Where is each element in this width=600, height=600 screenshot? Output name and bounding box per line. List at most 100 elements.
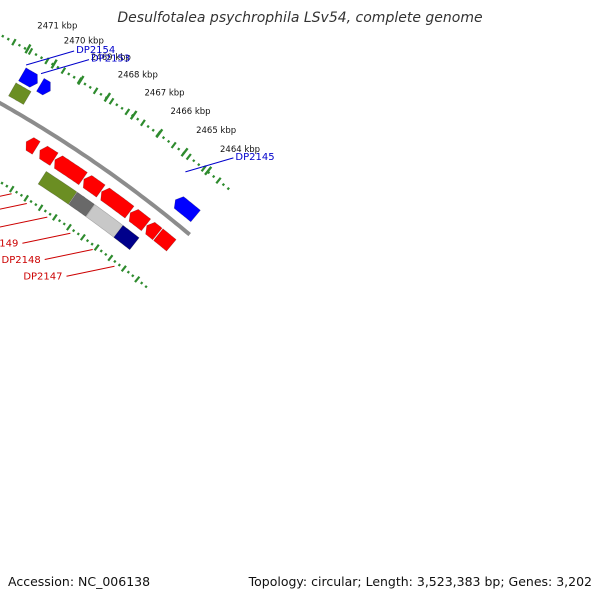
gene-feature-block <box>113 224 140 251</box>
ring-dot-mark <box>151 128 155 132</box>
ring-dot-mark <box>192 159 196 163</box>
kbp-tick-label: 2469 kbp <box>91 53 131 63</box>
ring-dot-mark <box>197 163 201 167</box>
ring-dot-mark <box>51 213 58 221</box>
kbp-tick <box>155 128 164 139</box>
gene-leader-line <box>0 203 27 210</box>
ring-dot-mark <box>99 92 103 96</box>
gene-label-reverse: DP2148 <box>2 255 41 266</box>
gene-label-forward: DP2145 <box>235 152 274 163</box>
ring-dot-mark <box>0 181 4 185</box>
gene-feature-block <box>39 145 59 166</box>
gene-leader-line <box>22 232 71 244</box>
ring-dot-mark <box>29 199 33 204</box>
gene-leader-line <box>0 193 12 197</box>
kbp-tick-label: 2470 kbp <box>64 37 104 47</box>
ring-dot-mark <box>79 233 86 241</box>
gene-leader-line <box>66 265 115 277</box>
ring-dot-mark <box>200 165 207 172</box>
ring-dot-mark <box>37 204 44 212</box>
gene-leader-line <box>40 59 90 75</box>
ring-dot-mark <box>60 67 67 75</box>
ring-dot-mark <box>56 65 60 69</box>
gene-feature-block <box>8 82 32 105</box>
ring-dot-mark <box>17 43 21 47</box>
gene-label-forward: DP2153 <box>91 54 130 65</box>
kbp-tick <box>103 92 112 103</box>
ring-dot-mark <box>140 281 144 285</box>
kbp-tick <box>50 59 58 69</box>
ring-dot-mark <box>117 263 121 267</box>
ring-dot-mark <box>8 185 15 193</box>
kbp-tick <box>204 166 213 176</box>
ring-dot-mark <box>139 119 146 127</box>
kbp-tick-label: 2465 kbp <box>196 126 236 136</box>
kbp-tick-label: 2466 kbp <box>171 107 211 117</box>
ring-dot-mark <box>48 212 52 216</box>
ring-dot-mark <box>93 244 100 251</box>
ring-dot-mark <box>5 184 9 188</box>
ring-dot-mark <box>34 52 38 57</box>
ring-dot-mark <box>221 182 226 187</box>
kbp-tick-label: 2464 kbp <box>220 145 260 155</box>
ring-dot-mark <box>88 85 92 89</box>
kbp-tick <box>180 147 189 157</box>
ring-dot-mark <box>108 97 115 105</box>
ring-dot-mark <box>66 223 72 231</box>
kbp-tick <box>24 43 32 54</box>
gene-leader-line <box>185 157 234 173</box>
ring-dot-mark <box>144 285 148 289</box>
ring-dot-mark <box>23 46 27 50</box>
ring-dot-mark <box>120 265 127 272</box>
ring-dot-mark <box>215 177 222 184</box>
ring-dot-mark <box>92 87 99 95</box>
gene-feature-block <box>82 175 106 198</box>
ring-dot-mark <box>50 62 55 66</box>
ring-dot-mark <box>207 170 211 175</box>
gene-feature-block <box>173 196 201 223</box>
ring-dot-mark <box>177 147 181 151</box>
accession-text: Accession: NC_006138 <box>8 574 150 589</box>
kbp-tick-label: 2468 kbp <box>118 70 158 80</box>
gene-leader-line <box>0 216 48 228</box>
kbp-tick <box>129 110 138 120</box>
ring-dot-mark <box>43 209 47 213</box>
ring-dot-mark <box>226 186 230 191</box>
gene-feature-block <box>128 209 152 232</box>
gene-leader-line <box>25 50 75 66</box>
ring-dot-mark <box>107 254 114 262</box>
kbp-tick-label: 2467 kbp <box>145 89 185 99</box>
ring-dot-mark <box>34 203 38 207</box>
ring-dot-mark <box>99 249 103 253</box>
ring-dot-mark <box>113 259 117 264</box>
ring-dot-mark <box>57 219 62 223</box>
gene-feature-block <box>54 155 88 186</box>
gene-feature-block <box>18 67 38 88</box>
gene-label-forward: DP2154 <box>76 45 115 56</box>
kbp-tick <box>77 75 85 86</box>
genome-summary-text: Topology: circular; Length: 3,523,383 bp… <box>248 574 592 589</box>
tick-layer: 2471 kbp 2470 kbp 2469 kbp 2468 kbp 2467 kbp… <box>0 21 260 289</box>
ring-dot-mark <box>185 153 192 161</box>
gene-label-reverse: DP2147 <box>23 272 62 283</box>
ring-dot-mark <box>115 103 119 107</box>
ring-dot-mark <box>62 222 66 226</box>
gene-label-reverse: DP2149 <box>0 239 18 250</box>
ring-dot-mark <box>136 117 140 121</box>
map-title: Desulfotalea psychrophila LSv54, complet… <box>117 10 482 26</box>
gene-feature-block <box>68 191 95 217</box>
gene-feature-block <box>153 228 177 252</box>
ring-dot-mark <box>14 190 19 194</box>
kbp-tick-label: 2471 kbp <box>37 21 77 31</box>
ring-dot-mark <box>161 136 166 140</box>
ring-dot-mark <box>11 38 17 46</box>
ring-dot-mark <box>23 194 30 202</box>
ring-dot-mark <box>131 274 135 278</box>
ring-dot-mark <box>104 252 108 257</box>
gene-feature-block <box>37 170 78 205</box>
gene-leader-line <box>44 249 93 260</box>
ring-dot-mark <box>126 270 130 274</box>
ring-dot-mark <box>120 106 124 110</box>
ring-dot-mark <box>6 37 10 41</box>
